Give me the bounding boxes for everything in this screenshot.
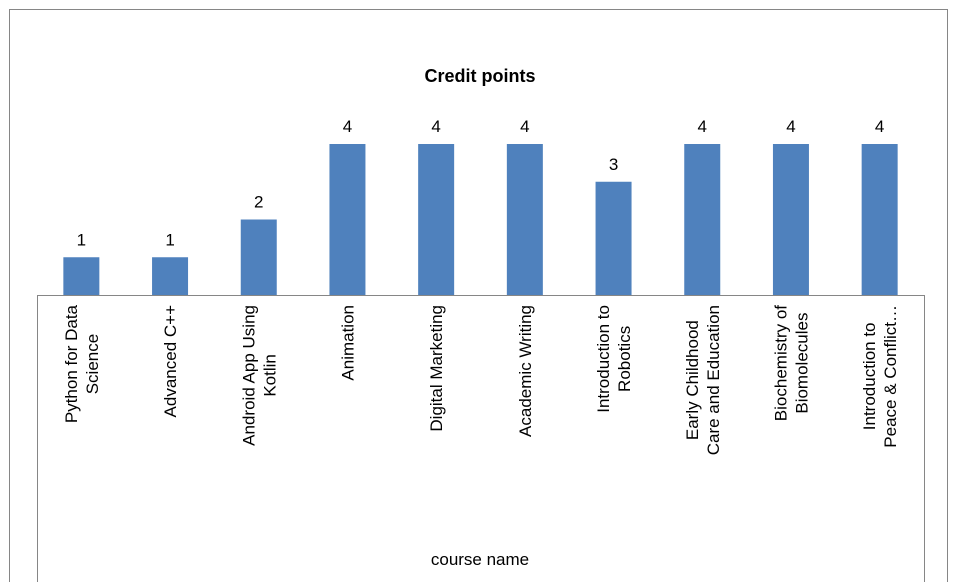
bar bbox=[240, 219, 277, 295]
x-tick-label: Introduction to Peace & Conflict… bbox=[860, 305, 900, 448]
x-tick-label-line: Science bbox=[83, 334, 102, 394]
data-label: 3 bbox=[609, 155, 618, 174]
bar bbox=[418, 144, 455, 295]
data-label: 2 bbox=[254, 193, 263, 212]
x-tick-label: Animation bbox=[338, 305, 357, 381]
x-tick-label-line: Early Childhood bbox=[683, 320, 702, 440]
bar bbox=[861, 144, 898, 295]
bar bbox=[329, 144, 366, 295]
x-axis-label: course name bbox=[431, 550, 529, 569]
bar bbox=[152, 257, 189, 295]
x-tick-label-line: Animation bbox=[338, 305, 357, 381]
data-label: 4 bbox=[698, 117, 707, 136]
x-tick-label: Introduction to Robotics bbox=[594, 305, 634, 413]
x-tick-label-line: Peace & Conflict… bbox=[881, 305, 900, 448]
data-label: 4 bbox=[520, 117, 529, 136]
chart-title: Credit points bbox=[425, 66, 536, 86]
x-tick-label: Biochemistry of Biomolecules bbox=[771, 305, 811, 421]
x-tick-label-line: Introduction to bbox=[594, 305, 613, 413]
bar bbox=[772, 144, 809, 295]
x-tick-label-line: Care and Education bbox=[704, 305, 723, 455]
data-label: 4 bbox=[786, 117, 795, 136]
x-tick-label: Android App Using Kotlin bbox=[239, 305, 279, 446]
x-tick-label-line: Advanced C++ bbox=[161, 305, 180, 418]
x-tick-label-line: Introduction to bbox=[860, 322, 879, 430]
x-tick-label-line: Robotics bbox=[615, 326, 634, 392]
x-tick-label: Python for Data Science bbox=[62, 304, 102, 423]
bar bbox=[506, 144, 543, 295]
bar bbox=[595, 181, 632, 295]
x-tick-label-line: Android App Using bbox=[239, 305, 258, 446]
data-label: 4 bbox=[343, 117, 352, 136]
x-tick-label: Advanced C++ bbox=[161, 305, 180, 418]
data-label: 1 bbox=[77, 230, 86, 249]
data-label: 1 bbox=[165, 230, 174, 249]
category-axis-box bbox=[37, 295, 925, 582]
x-tick-label: Academic Writing bbox=[516, 305, 535, 437]
x-tick-label-line: Academic Writing bbox=[516, 305, 535, 437]
x-tick-label-line: Digital Marketing bbox=[427, 305, 446, 432]
x-tick-label-line: Python for Data bbox=[62, 304, 81, 423]
bar bbox=[63, 257, 100, 295]
x-tick-label: Digital Marketing bbox=[427, 305, 446, 432]
data-label: 4 bbox=[875, 117, 884, 136]
data-label: 4 bbox=[431, 117, 440, 136]
bar bbox=[684, 144, 721, 295]
x-tick-label: Early Childhood Care and Education bbox=[683, 305, 723, 455]
x-tick-label-line: Biomolecules bbox=[792, 313, 811, 414]
x-tick-label-line: Kotlin bbox=[260, 354, 279, 397]
x-tick-label-line: Biochemistry of bbox=[771, 305, 790, 421]
